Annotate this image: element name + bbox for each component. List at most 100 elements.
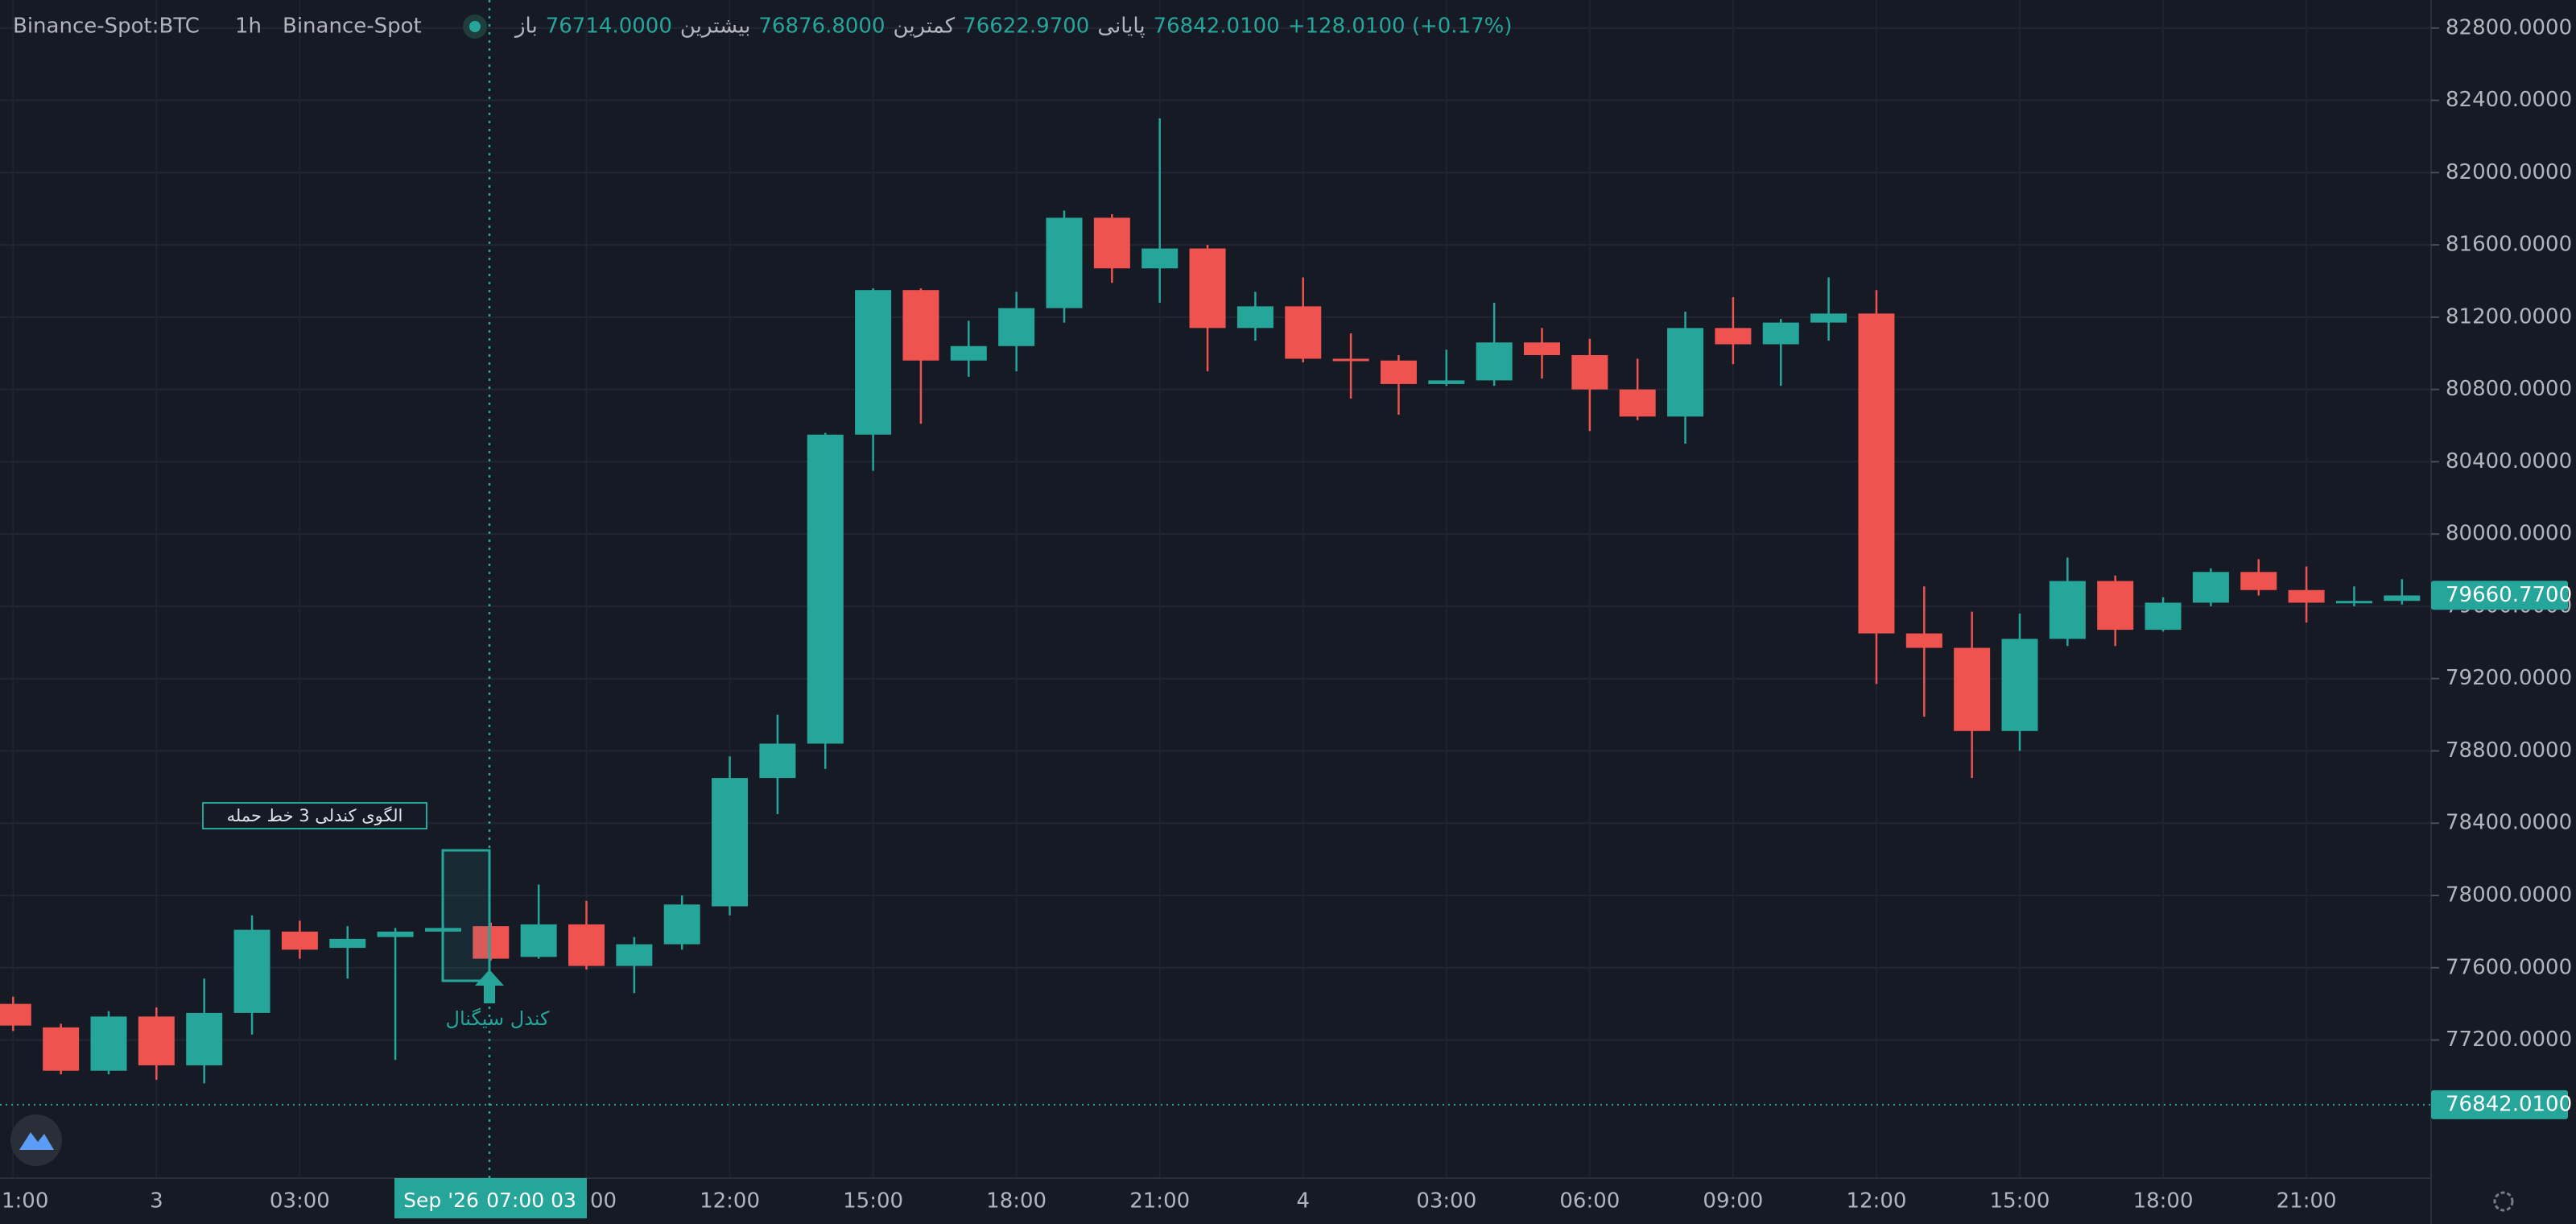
candle-body — [1476, 342, 1513, 381]
crosshair-time: 07:00 03 — [486, 1189, 576, 1212]
price-axis: 77200.0000 77600.0000 78000.0000 78400.0000… — [2431, 15, 2572, 1119]
legend-change: +128.0100 (+0.17%) — [1288, 14, 1513, 39]
candle-body — [1524, 342, 1560, 355]
candle-body — [1332, 358, 1369, 362]
candle-body — [1236, 306, 1274, 329]
legend-close-label: پایانی — [1097, 14, 1145, 39]
candle-body — [1905, 633, 1942, 648]
candle-body — [902, 290, 939, 361]
x-tick-label: 15:00 — [1990, 1189, 2050, 1214]
legend-low-label: کمترین — [894, 14, 956, 39]
candle-body — [1189, 248, 1226, 329]
y-tick-label: 82000.0000 — [2446, 160, 2572, 184]
logo-icon — [19, 1132, 54, 1150]
candle-body — [759, 743, 796, 779]
signal-label: کندل سیگنال — [446, 1007, 551, 1030]
x-tick-label: 09:00 — [1703, 1189, 1763, 1214]
candle-body — [43, 1027, 80, 1071]
candle-body — [1715, 328, 1752, 345]
candle-body — [1093, 217, 1130, 269]
legend-low: 76622.9700 — [963, 14, 1089, 39]
time-axis: 1:00 3 03:00 00 12:00 15:00 18:00 21:00 4 03:00 06… — [2, 1189, 2337, 1214]
candle-body — [998, 308, 1035, 346]
x-tick-label: 00 — [590, 1189, 617, 1214]
y-tick-label: 81200.0000 — [2446, 304, 2572, 329]
x-tick-label: 03:00 — [270, 1189, 330, 1214]
pattern-zone — [441, 849, 491, 982]
x-tick-label: 18:00 — [986, 1189, 1046, 1214]
candle-body — [377, 931, 414, 937]
candle-body — [1141, 248, 1179, 269]
candle-body — [473, 926, 510, 959]
y-tick-label: 80800.0000 — [2446, 377, 2572, 401]
candle-body — [1428, 380, 1465, 384]
candle-body — [1810, 313, 1847, 323]
candle-body — [1046, 217, 1083, 308]
candle-body — [1285, 306, 1322, 359]
candle-body — [2001, 639, 2038, 731]
legend-high-label: بیشترین — [680, 14, 751, 39]
x-tick-label: 1:00 — [2, 1189, 48, 1214]
x-tick-label: 21:00 — [2277, 1189, 2337, 1214]
plot — [0, 118, 2431, 1106]
x-tick-label: 18:00 — [2133, 1189, 2194, 1214]
reference-price-label: 76842.0100 — [2446, 1092, 2572, 1116]
y-tick-label: 78000.0000 — [2446, 883, 2572, 908]
candle-body — [1762, 322, 1799, 345]
last-price-label: 79660.7700 — [2446, 583, 2572, 607]
legend-open: 76714.0000 — [546, 14, 672, 39]
last-price-box — [2431, 581, 2568, 610]
settings-button[interactable] — [2493, 1191, 2514, 1212]
crosshair-label-box — [394, 1178, 587, 1218]
candle-body — [138, 1016, 175, 1065]
candle-body — [2097, 581, 2134, 631]
pattern-label: الگوی کندلی 3 خط حمله — [227, 806, 403, 825]
candle-body — [1619, 389, 1656, 417]
x-tick-label: 4 — [1296, 1189, 1310, 1214]
reference-price-box — [2431, 1090, 2568, 1119]
candle-body — [950, 345, 987, 361]
candle-body — [2240, 572, 2277, 590]
candle-body — [855, 290, 892, 435]
y-tick-label: 78800.0000 — [2446, 738, 2572, 763]
y-tick-label: 80400.0000 — [2446, 449, 2572, 473]
x-tick-label: 12:00 — [700, 1189, 760, 1214]
candle-body — [616, 944, 653, 966]
candle-body — [807, 434, 844, 744]
candle-body — [329, 938, 366, 949]
candle-body — [2145, 602, 2182, 631]
y-tick-label: 82400.0000 — [2446, 88, 2572, 112]
y-tick-label: 77200.0000 — [2446, 1028, 2572, 1052]
pattern-label-box — [202, 802, 427, 829]
candle-body — [2288, 589, 2325, 603]
legend-close: 76842.0100 — [1154, 14, 1280, 39]
legend-open-label: باز — [514, 14, 538, 39]
candle-body — [1667, 328, 1704, 417]
y-tick-label: 81600.0000 — [2446, 233, 2572, 257]
y-tick-label: 80000.0000 — [2446, 522, 2572, 546]
signal-arrow — [475, 970, 504, 1003]
symbol: Binance-Spot:BTC — [13, 14, 200, 39]
ohlc-legend: باز 76714.0000 بیشترین 76876.8000 کمترین 7662… — [514, 14, 1513, 39]
x-tick-label: 15:00 — [843, 1189, 903, 1214]
candle-body — [2049, 581, 2086, 639]
y-tick-label: 78400.0000 — [2446, 811, 2572, 835]
candle-body — [0, 1003, 31, 1026]
candle-body — [568, 924, 605, 966]
candle-body — [712, 778, 749, 907]
x-tick-label: 3 — [150, 1189, 163, 1214]
candle-body — [1858, 313, 1895, 634]
x-tick-label: 12:00 — [1846, 1189, 1906, 1214]
status-dot — [469, 21, 481, 32]
candle-body — [90, 1016, 127, 1071]
interval: 1h — [235, 14, 262, 39]
candle-body — [233, 929, 270, 1013]
candle-body — [186, 1012, 223, 1065]
x-tick-label: 21:00 — [1129, 1189, 1190, 1214]
candle-body — [1571, 354, 1608, 390]
candle-body — [2335, 601, 2372, 604]
candle-body — [2192, 572, 2229, 603]
x-tick-label: 06:00 — [1559, 1189, 1620, 1214]
